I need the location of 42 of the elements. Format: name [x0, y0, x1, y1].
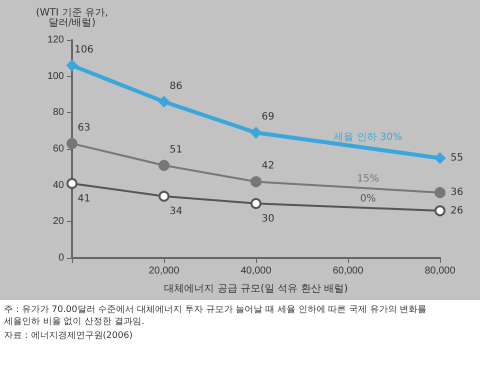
data-label: 106 — [74, 44, 94, 56]
point — [158, 96, 170, 108]
text: 주 : 유가가 70.00달러 수준에서 대체에너지 투자 규모가 늘어날 때 세율 인하에 따른 국제 유가의 변화를 세율인하 비율 없이 산정한 결과임. — [4, 305, 427, 327]
x-tick-label: 40,000 — [240, 266, 272, 276]
y-tick-label: 120 — [47, 34, 64, 46]
x-tick-label: 20,000 — [148, 266, 180, 276]
series-label: 세율 인하 30% — [334, 132, 402, 143]
y-axis-title: (WTI 기준 유가, 달러/배럴) — [36, 8, 108, 28]
data-label: 63 — [78, 122, 90, 134]
data-label: 86 — [170, 80, 182, 92]
y-tick-label: 100 — [47, 70, 64, 82]
point — [434, 205, 446, 216]
data-label: 69 — [262, 112, 274, 123]
x-axis-title: 대체에너지 공급 규모(일 석유 환산 배럴) — [164, 284, 348, 294]
point — [250, 176, 262, 188]
point — [158, 160, 170, 171]
data-label: 30 — [262, 214, 274, 224]
text: 자료 : 에너지경제연구원(2006) — [4, 331, 133, 341]
x-tick-label: 60,000 — [332, 266, 364, 276]
data-label: 34 — [170, 206, 182, 218]
data-label: 26 — [450, 205, 464, 216]
data-label: 41 — [78, 194, 90, 205]
point — [66, 60, 78, 71]
point — [434, 187, 446, 198]
x-tick-label: 80,000 — [424, 266, 456, 276]
point — [434, 152, 446, 164]
y-tick-label: 20 — [52, 216, 64, 228]
data-label: 42 — [262, 160, 274, 172]
y-tick-label: 60 — [52, 144, 64, 154]
data-label: 55 — [450, 152, 464, 164]
point — [250, 198, 262, 209]
series-label: 15% — [356, 174, 380, 185]
data-label: 51 — [170, 144, 182, 156]
point — [66, 178, 78, 190]
point — [158, 190, 170, 202]
y-tick-label: 0 — [58, 252, 64, 264]
series-label: 0% — [360, 194, 376, 205]
y-tick-label: 40 — [52, 180, 64, 191]
point — [250, 127, 262, 138]
point — [66, 138, 78, 150]
y-tick-label: 80 — [52, 107, 64, 118]
data-label: 36 — [450, 187, 464, 198]
